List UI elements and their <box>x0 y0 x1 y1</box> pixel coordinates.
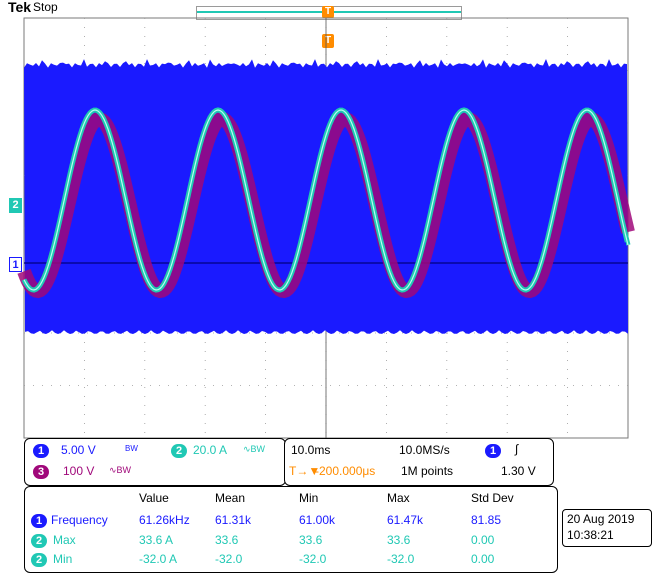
meas-row2-mean: 33.6 <box>215 533 239 547</box>
ch3-scale: 100 V <box>63 464 95 478</box>
horizontal-scale: 10.0ms <box>291 443 331 457</box>
sample-rate: 10.0MS/s <box>399 443 450 457</box>
ch2-badge: 2 <box>171 444 187 458</box>
meas-row1-name: Frequency <box>51 513 108 527</box>
ch3-bw-icon: ∿BW <box>109 465 132 475</box>
meas-header-value: Value <box>139 491 169 505</box>
waveform-traces <box>17 59 635 334</box>
brand-logo: Tek <box>8 0 32 15</box>
record-length: 1M points <box>401 464 454 478</box>
ch2-waveform-core <box>23 109 629 291</box>
channel-settings-panel[interactable]: 1 5.00 V BW 2 20.0 A ∿BW 3 100 V ∿BW <box>24 438 286 486</box>
meas-row3-min: -32.0 <box>299 552 327 566</box>
meas-row2-stddev: 0.00 <box>471 533 495 547</box>
trigger-level: 1.30 V <box>501 464 536 478</box>
ch2-scale: 20.0 A <box>193 443 228 457</box>
ch1-scale: 5.00 V <box>61 443 96 457</box>
meas-header-stddev: Std Dev <box>471 491 514 505</box>
meas-row3-value: -32.0 A <box>139 552 178 566</box>
ch3-badge: 3 <box>33 465 49 479</box>
meas-row1-stddev: 81.85 <box>471 513 502 527</box>
meas-header-min: Min <box>299 491 319 505</box>
date-display: 20 Aug 2019 <box>567 512 635 526</box>
meas-row3-max: -32.0 <box>387 552 415 566</box>
meas-row2-name: Max <box>53 533 76 547</box>
meas-row2-min: 33.6 <box>299 533 323 547</box>
meas-row1-value: 61.26kHz <box>139 513 190 527</box>
ch1-level-marker[interactable]: 1 <box>9 257 22 272</box>
trigger-source-badge: 1 <box>485 444 501 458</box>
ch2-bw-icon: ∿BW <box>243 444 266 454</box>
trigger-position-icon[interactable]: T <box>322 6 334 18</box>
horizontal-delay: -200.000μs <box>315 464 376 478</box>
meas-row1-badge: 1 <box>31 514 47 528</box>
meas-row3-name: Min <box>53 552 73 566</box>
meas-header-mean: Mean <box>215 491 246 505</box>
trigger-delay-icon: T→▼ <box>289 464 321 478</box>
ch1-bw-icon: BW <box>125 444 138 453</box>
meas-row2-badge: 2 <box>31 534 47 548</box>
measurement-panel[interactable]: Value Mean Min Max Std Dev 1 Frequency 6… <box>24 486 558 573</box>
acquisition-state: Stop <box>33 0 58 14</box>
meas-row3-stddev: 0.00 <box>471 552 495 566</box>
meas-row2-value: 33.6 A <box>139 533 174 547</box>
trigger-time-marker[interactable]: T <box>322 34 334 48</box>
meas-row1-mean: 61.31k <box>215 513 252 527</box>
meas-row1-min: 61.00k <box>299 513 336 527</box>
meas-header-max: Max <box>387 491 410 505</box>
ch2-level-marker[interactable]: 2 <box>9 198 22 213</box>
datetime-panel: 20 Aug 2019 10:38:21 <box>562 509 652 547</box>
meas-row2-max: 33.6 <box>387 533 411 547</box>
ch1-badge: 1 <box>33 444 49 458</box>
meas-row1-max: 61.47k <box>387 513 424 527</box>
time-display: 10:38:21 <box>567 528 614 542</box>
trigger-slope-icon: ∫ <box>515 442 519 456</box>
trigger-level-arrow-icon[interactable] <box>619 242 626 252</box>
meas-row3-badge: 2 <box>31 553 47 567</box>
timebase-trigger-panel[interactable]: 10.0ms 10.0MS/s 1 ∫ T→▼ -200.000μs 1M po… <box>284 438 554 486</box>
meas-row3-mean: -32.0 <box>215 552 243 566</box>
